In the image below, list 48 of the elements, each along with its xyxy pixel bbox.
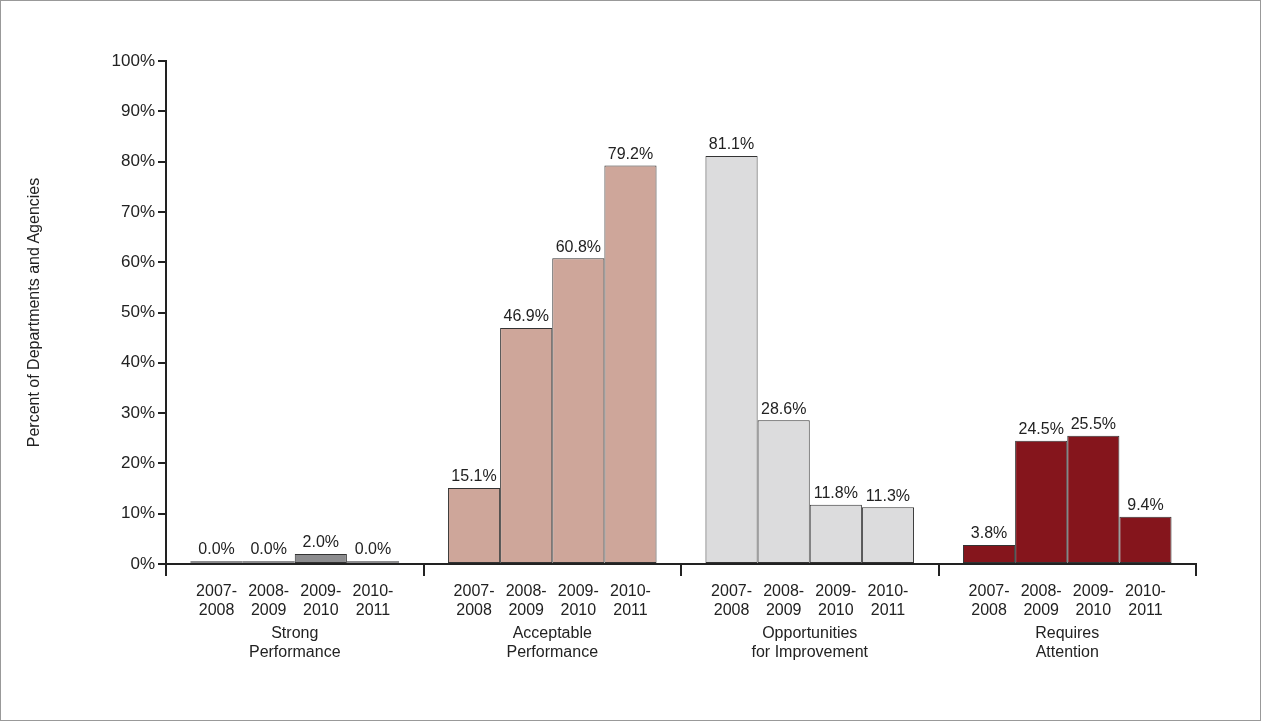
data-label: 11.8% <box>813 484 858 502</box>
y-tick-label: 100% <box>111 50 155 70</box>
series-label: 2009-2010 <box>300 582 342 619</box>
y-tick-label: 50% <box>120 302 155 322</box>
x-tick-label: Opportunities for Improvement <box>751 624 869 661</box>
y-tick-label: 0% <box>130 553 155 573</box>
series-label: 2007-2008 <box>196 582 237 619</box>
text: 2008-2009 <box>505 582 547 619</box>
text: 2008-2009 <box>763 582 805 619</box>
text: 2009-2010 <box>1072 582 1114 619</box>
y-tick-label: 60% <box>120 251 155 271</box>
data-label: 2.0% <box>302 533 340 551</box>
data-label: 81.1% <box>708 135 755 153</box>
text: 2007-2008 <box>711 582 752 619</box>
data-label: 11.3% <box>865 486 911 504</box>
data-label: 15.1% <box>451 467 497 485</box>
series-label: 2008-2009 <box>248 582 290 619</box>
data-label: 28.6% <box>760 399 807 417</box>
text: 2010-2011 <box>610 582 651 619</box>
data-label: 46.9% <box>503 307 549 325</box>
text: 2008-2009 <box>1020 582 1062 619</box>
text: 2009-2010 <box>815 582 857 619</box>
y-tick-label: 40% <box>120 352 155 372</box>
x-tick-label: Requires Attention <box>1035 624 1100 661</box>
text: 2010-2011 <box>1125 582 1166 619</box>
y-tick-label: 20% <box>120 453 155 473</box>
y-tick-label: 80% <box>120 151 155 171</box>
data-label: 60.8% <box>555 237 602 255</box>
data-label: 24.5% <box>1018 420 1064 438</box>
y-tick-label: 10% <box>120 503 155 523</box>
y-tick-label: 30% <box>120 402 155 422</box>
series-label: 2010-2011 <box>352 582 394 619</box>
x-tick-label: Acceptable Performance <box>506 624 599 661</box>
data-label: 3.8% <box>970 524 1008 542</box>
text: 2007-2008 <box>453 582 495 619</box>
y-axis-title: Percent of Departments and Agencies <box>25 177 43 448</box>
data-label: 25.5% <box>1070 415 1117 433</box>
y-tick-label: 70% <box>120 201 155 221</box>
text: 2007-2008 <box>968 582 1010 619</box>
text: 2009-2010 <box>557 582 599 619</box>
y-tick-label: 90% <box>120 100 155 120</box>
data-label: 0.0% <box>250 540 287 558</box>
data-label: 9.4% <box>1127 496 1164 514</box>
x-tick-label: Strong Performance <box>248 624 341 661</box>
data-label: 0.0% <box>198 540 235 558</box>
data-label: 0.0% <box>354 540 392 558</box>
data-label: 79.2% <box>607 145 654 163</box>
text: 2010-2011 <box>867 582 909 619</box>
